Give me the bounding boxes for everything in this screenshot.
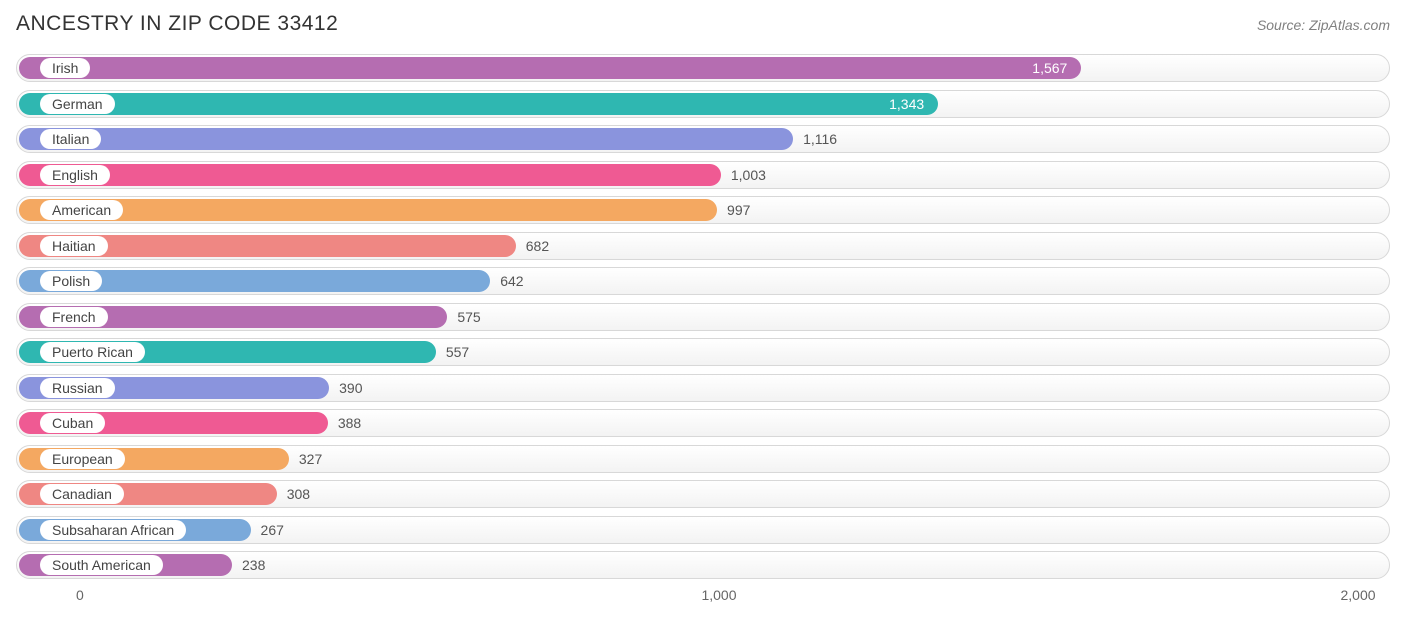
bar-value-label: 557 bbox=[436, 338, 469, 366]
bar-row: Haitian 682 bbox=[16, 232, 1390, 260]
bar-row: Irish1,567 bbox=[16, 54, 1390, 82]
bar-row: Cuban 388 bbox=[16, 409, 1390, 437]
bar-category-label: European bbox=[40, 449, 125, 469]
bar-value-label: 388 bbox=[328, 409, 361, 437]
bar-row: English 1,003 bbox=[16, 161, 1390, 189]
x-axis-tick: 0 bbox=[76, 587, 84, 603]
bar-row: European 327 bbox=[16, 445, 1390, 473]
bar-fill bbox=[19, 128, 793, 150]
bar-value-label: 1,003 bbox=[721, 161, 766, 189]
bar-category-label: American bbox=[40, 200, 123, 220]
bar-fill bbox=[19, 199, 717, 221]
bar-value-label: 575 bbox=[447, 303, 480, 331]
bar-category-label: Haitian bbox=[40, 236, 108, 256]
bar-category-label: Cuban bbox=[40, 413, 105, 433]
bar-row: French 575 bbox=[16, 303, 1390, 331]
bar-value-label: 308 bbox=[277, 480, 310, 508]
bar-value-label: 390 bbox=[329, 374, 362, 402]
bar-category-label: English bbox=[40, 165, 110, 185]
bar-row: Subsaharan African 267 bbox=[16, 516, 1390, 544]
x-axis: 0 1,000 2,000 bbox=[16, 587, 1390, 611]
bar-row: German1,343 bbox=[16, 90, 1390, 118]
bar-category-label: Canadian bbox=[40, 484, 124, 504]
bar-category-label: Italian bbox=[40, 129, 101, 149]
bar-fill bbox=[19, 164, 721, 186]
x-axis-tick: 2,000 bbox=[1341, 587, 1376, 603]
bar-category-label: South American bbox=[40, 555, 163, 575]
bar-value-label: 642 bbox=[490, 267, 523, 295]
bar-row: Puerto Rican 557 bbox=[16, 338, 1390, 366]
x-axis-tick: 1,000 bbox=[701, 587, 736, 603]
bar-value-label: 267 bbox=[251, 516, 284, 544]
bar-row: Russian 390 bbox=[16, 374, 1390, 402]
bar-row: Polish 642 bbox=[16, 267, 1390, 295]
bar-category-label: French bbox=[40, 307, 108, 327]
bar-row: Italian 1,116 bbox=[16, 125, 1390, 153]
bar-row: American 997 bbox=[16, 196, 1390, 224]
ancestry-bar-chart: Irish1,567 German1,343 Italian 1,116 English… bbox=[16, 54, 1390, 579]
bar-value-label: 1,567 bbox=[19, 54, 1081, 82]
bar-category-label: Puerto Rican bbox=[40, 342, 145, 362]
bar-category-label: Polish bbox=[40, 271, 102, 291]
chart-title: ANCESTRY IN ZIP CODE 33412 bbox=[16, 12, 338, 36]
bar-value-label: 1,343 bbox=[19, 90, 938, 118]
bar-category-label: Russian bbox=[40, 378, 115, 398]
chart-source: Source: ZipAtlas.com bbox=[1257, 17, 1390, 33]
bar-value-label: 682 bbox=[516, 232, 549, 260]
bar-value-label: 238 bbox=[232, 551, 265, 579]
bar-row: Canadian 308 bbox=[16, 480, 1390, 508]
bar-category-label: Subsaharan African bbox=[40, 520, 186, 540]
bar-value-label: 327 bbox=[289, 445, 322, 473]
bar-value-label: 1,116 bbox=[793, 125, 837, 153]
bar-row: South American 238 bbox=[16, 551, 1390, 579]
chart-header: ANCESTRY IN ZIP CODE 33412 Source: ZipAt… bbox=[16, 12, 1390, 36]
bar-value-label: 997 bbox=[717, 196, 750, 224]
